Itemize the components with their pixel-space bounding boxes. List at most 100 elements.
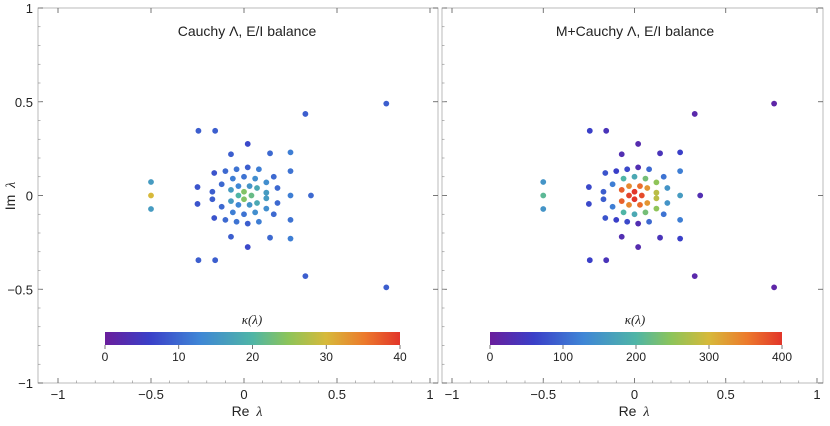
colorbar-tick-label: 200 (626, 350, 646, 364)
scatter-point (228, 151, 234, 158)
scatter-point (241, 196, 247, 203)
scatter-point (244, 141, 251, 147)
scatter-point (235, 192, 242, 199)
scatter-point (618, 151, 625, 158)
scatter-point (222, 168, 229, 175)
left-colorbar (105, 332, 400, 345)
scatter-point (603, 127, 610, 134)
scatter-point (644, 200, 651, 206)
scatter-point (148, 206, 154, 212)
x-tick-label: −1 (51, 387, 66, 402)
scatter-point (267, 234, 273, 241)
y-tick-label: 1 (26, 1, 33, 16)
scatter-point (229, 209, 236, 216)
scatter-point (620, 175, 627, 182)
scatter-point (635, 141, 642, 147)
scatter-point (218, 181, 225, 188)
scatter-point (697, 192, 704, 199)
x-tick-label: −0.5 (138, 387, 164, 402)
left-y-ticks: −1 −0.5 0 0.5 1 (7, 1, 438, 391)
scatter-point (585, 201, 592, 207)
scatter-point (677, 192, 684, 199)
colorbar-tick-label: 30 (320, 350, 334, 364)
right-colorbar (490, 332, 782, 345)
scatter-point (228, 198, 234, 205)
scatter-point (631, 188, 638, 195)
scatter-point (771, 100, 778, 107)
scatter-point (383, 100, 390, 107)
scatter-point (235, 183, 242, 190)
scatter-point (540, 206, 547, 212)
scatter-point (233, 218, 240, 225)
scatter-point (677, 149, 684, 156)
scatter-point (241, 211, 247, 218)
scatter-point (609, 203, 616, 210)
scatter-point (195, 257, 202, 264)
scatter-point (653, 205, 660, 212)
scatter-point (586, 257, 593, 264)
y-axis-label-text: Im (2, 195, 18, 211)
right-colorbar-ticks: 0 100 200 300 400 (487, 345, 792, 364)
right-x-axis-label-symbol: λ (642, 405, 649, 420)
scatter-point (657, 150, 663, 157)
scatter-point (287, 235, 294, 242)
scatter-point (287, 192, 294, 199)
scatter-point (631, 196, 638, 203)
scatter-point (631, 211, 638, 218)
colorbar-tick-label: 100 (553, 350, 573, 364)
x-tick-label: 1 (813, 387, 820, 402)
scatter-point (263, 189, 270, 196)
y-tick-label: −1 (18, 376, 33, 391)
x-tick-label: 0 (240, 387, 247, 402)
left-colorbar-ticks: 0 10 20 30 40 (102, 345, 407, 364)
scatter-point (635, 244, 642, 250)
colorbar-tick-label: 20 (246, 350, 260, 364)
scatter-point (241, 188, 247, 195)
scatter-point (148, 192, 154, 199)
scatter-point (646, 166, 652, 173)
scatter-point (618, 186, 625, 193)
scatter-point (302, 111, 309, 117)
scatter-point (638, 192, 645, 199)
scatter-point (235, 201, 242, 208)
scatter-point (212, 127, 219, 134)
scatter-point (252, 175, 259, 182)
scatter-point (609, 181, 616, 188)
scatter-point (624, 166, 631, 173)
scatter-point (602, 170, 609, 176)
scatter-point (600, 196, 607, 203)
scatter-point (263, 205, 270, 212)
x-tick-label: 0.5 (328, 387, 346, 402)
colorbar-tick-label: 400 (772, 350, 792, 364)
scatter-point (540, 192, 547, 199)
scatter-point (148, 179, 154, 185)
left-plot-title: Cauchy Λ, E/I balance (178, 23, 317, 39)
scatter-point (287, 168, 294, 175)
scatter-point (274, 185, 281, 191)
scatter-point (211, 215, 218, 221)
scatter-point (254, 185, 260, 191)
svg-text:Re λ: Re λ (619, 403, 650, 420)
scatter-point (691, 273, 698, 280)
x-tick-label: −0.5 (530, 387, 556, 402)
scatter-point (631, 173, 638, 180)
scatter-point (635, 164, 642, 171)
scatter-point (263, 195, 270, 202)
scatter-point (270, 173, 277, 180)
scatter-point (194, 184, 201, 190)
y-tick-label: 0 (26, 189, 33, 204)
svg-text:Re λ: Re λ (232, 403, 263, 420)
left-x-axis-label: Re λ (232, 403, 263, 420)
scatter-point (664, 200, 671, 206)
scatter-point (635, 220, 642, 227)
x-tick-label: 0 (631, 387, 638, 402)
scatter-point (228, 186, 234, 193)
scatter-point (287, 149, 294, 156)
scatter-point (246, 183, 253, 190)
scatter-point (618, 198, 625, 205)
scatter-point (642, 175, 649, 182)
scatter-point (267, 150, 273, 157)
scatter-point (646, 218, 652, 225)
scatter-point (218, 203, 225, 210)
